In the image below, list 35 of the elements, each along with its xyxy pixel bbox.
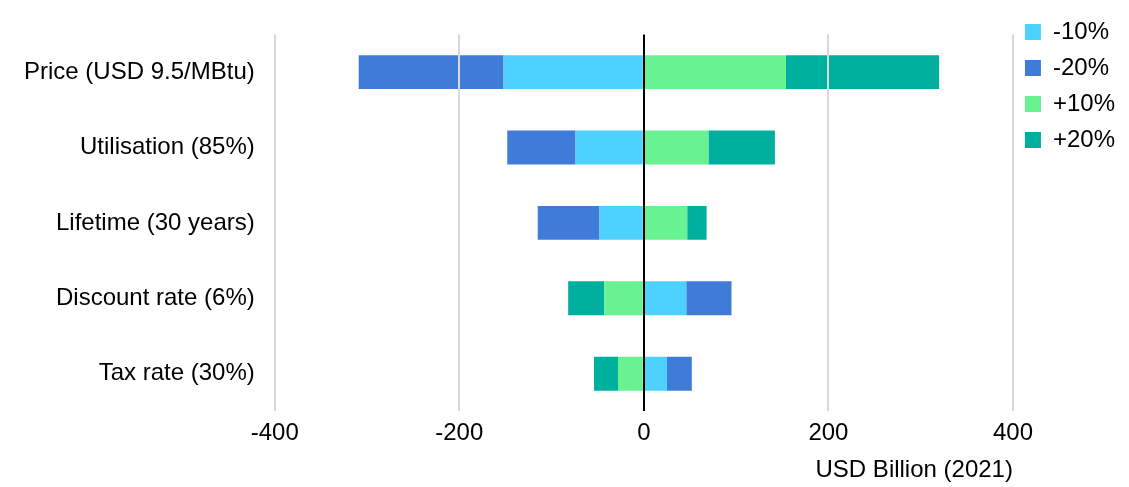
bar [358,55,504,90]
bar [687,205,707,240]
bar [604,281,643,316]
bar [503,55,643,90]
x-tick-label: -400 [250,418,299,446]
legend-label: -20% [1052,52,1109,80]
bar [594,356,618,391]
bar [708,130,775,165]
bar [618,356,643,391]
bar [644,356,667,391]
bar [644,130,709,165]
bar [568,281,605,316]
bar [666,356,692,391]
x-tick-label: -200 [435,418,484,446]
bar [644,55,786,90]
x-tick-label: 200 [808,418,849,446]
legend-label: -10% [1052,16,1109,44]
y-tick-label: Lifetime (30 years) [55,207,255,235]
bar [507,130,576,165]
y-tick-label: Discount rate (6%) [55,282,255,310]
legend-label: +10% [1052,88,1116,116]
x-tick-label: 400 [992,418,1033,446]
bar [644,205,688,240]
bar [644,281,687,316]
bar [575,130,643,165]
bar [599,205,643,240]
bar [686,281,732,316]
legend-label: +20% [1052,124,1116,152]
y-tick-label: Tax rate (30%) [98,358,255,386]
bar [785,55,940,90]
bar [537,205,600,240]
y-tick-label: Utilisation (85%) [79,132,255,160]
y-tick-label: Price (USD 9.5/MBtu) [24,56,255,84]
x-axis-title: USD Billion (2021) [815,455,1013,483]
x-tick-label: 0 [637,418,651,446]
